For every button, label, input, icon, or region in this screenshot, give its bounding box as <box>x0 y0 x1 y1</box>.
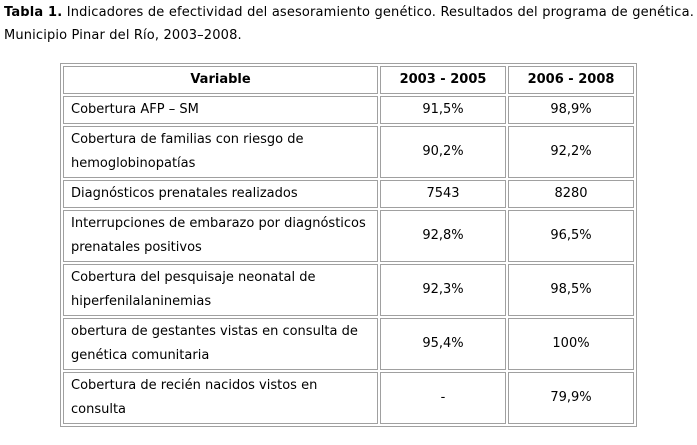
cell-variable: Cobertura del pesquisaje neonatal de hip… <box>63 264 378 316</box>
caption-label: Tabla 1. <box>4 5 62 20</box>
cell-2003-2005: 92,8% <box>380 210 506 262</box>
cell-2003-2005: 7543 <box>380 180 506 208</box>
table-row: obertura de gestantes vistas en consulta… <box>63 318 634 370</box>
cell-2006-2008: 8280 <box>508 180 634 208</box>
results-table: Variable 2003 - 2005 2006 - 2008 Cobertu… <box>60 63 637 427</box>
table-caption: Tabla 1. Indicadores de efectividad del … <box>4 1 694 47</box>
cell-variable: Cobertura de recién nacidos vistos en co… <box>63 372 378 424</box>
cell-variable: Interrupciones de embarazo por diagnósti… <box>63 210 378 262</box>
cell-2003-2005: 95,4% <box>380 318 506 370</box>
cell-2003-2005: - <box>380 372 506 424</box>
table-row: Diagnósticos prenatales realizados 7543 … <box>63 180 634 208</box>
cell-2006-2008: 98,5% <box>508 264 634 316</box>
table-row: Cobertura de recién nacidos vistos en co… <box>63 372 634 424</box>
header-variable: Variable <box>63 66 378 94</box>
cell-2003-2005: 92,3% <box>380 264 506 316</box>
cell-variable: obertura de gestantes vistas en consulta… <box>63 318 378 370</box>
table-row: Cobertura AFP – SM 91,5% 98,9% <box>63 96 634 124</box>
table-row: Cobertura de familias con riesgo de hemo… <box>63 126 634 178</box>
cell-2006-2008: 96,5% <box>508 210 634 262</box>
header-2006-2008: 2006 - 2008 <box>508 66 634 94</box>
cell-variable: Cobertura AFP – SM <box>63 96 378 124</box>
caption-text: Indicadores de efectividad del asesorami… <box>4 5 694 43</box>
cell-2003-2005: 91,5% <box>380 96 506 124</box>
table-row: Cobertura del pesquisaje neonatal de hip… <box>63 264 634 316</box>
table-header-row: Variable 2003 - 2005 2006 - 2008 <box>63 66 634 94</box>
cell-2006-2008: 100% <box>508 318 634 370</box>
cell-2006-2008: 92,2% <box>508 126 634 178</box>
table-row: Interrupciones de embarazo por diagnósti… <box>63 210 634 262</box>
cell-2006-2008: 79,9% <box>508 372 634 424</box>
header-2003-2005: 2003 - 2005 <box>380 66 506 94</box>
cell-2003-2005: 90,2% <box>380 126 506 178</box>
cell-variable: Cobertura de familias con riesgo de hemo… <box>63 126 378 178</box>
cell-2006-2008: 98,9% <box>508 96 634 124</box>
cell-variable: Diagnósticos prenatales realizados <box>63 180 378 208</box>
